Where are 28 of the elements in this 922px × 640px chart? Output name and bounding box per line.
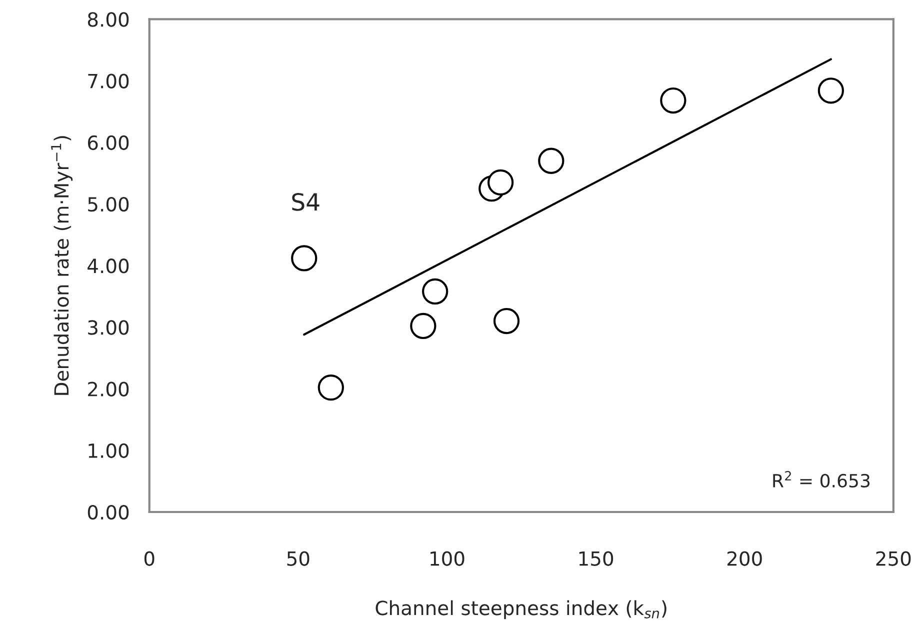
x-axis-title: Channel steepness index (k$_{sn}$) — [376, 600, 666, 620]
x-tick-label: 250 — [876, 551, 911, 566]
point — [487, 169, 514, 196]
annotation: R$^{2}$ = 0.653 — [773, 470, 870, 488]
point — [410, 312, 436, 340]
y-tick-label: 3.00 — [88, 320, 129, 335]
x-tick-label: 50 — [287, 551, 310, 566]
x-tick-label: 150 — [579, 551, 614, 566]
point — [493, 308, 520, 334]
y-tick-label: 8.00 — [88, 12, 129, 27]
point — [818, 78, 844, 104]
point — [318, 374, 344, 401]
point — [422, 278, 448, 305]
point — [291, 245, 318, 272]
y-axis-title: Denudation rate (m·Myr$^{−1}$) — [51, 136, 73, 395]
y-tick-label: 0.00 — [88, 504, 129, 520]
y-tick-label: 5.00 — [88, 196, 129, 212]
y-tick-label: 2.00 — [88, 382, 129, 396]
y-tick-label: 7.00 — [88, 74, 129, 88]
x-tick-label: 200 — [727, 551, 762, 566]
x-tick-label: 100 — [430, 551, 464, 566]
annotation: S4 — [292, 192, 320, 211]
y-tick-label: 4.00 — [88, 258, 129, 274]
y-tick-label: 6.00 — [88, 135, 129, 150]
y-tick-label: 1.00 — [88, 443, 129, 458]
point — [660, 87, 686, 114]
x-tick-label: 0 — [144, 551, 154, 566]
point — [538, 148, 564, 174]
